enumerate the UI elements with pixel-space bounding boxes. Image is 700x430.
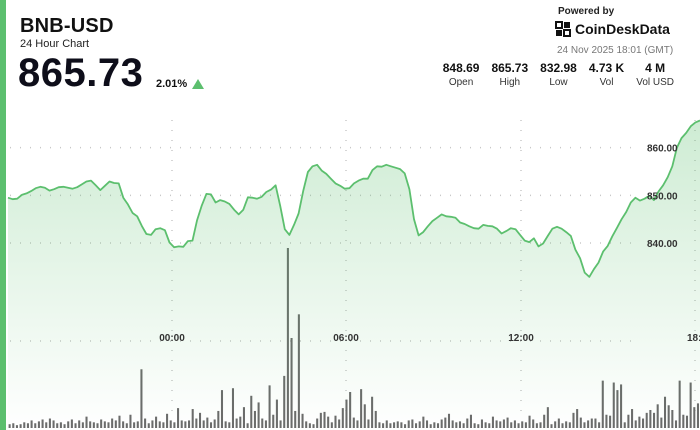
price-area-fill	[8, 120, 700, 430]
powered-by-label: Powered by	[558, 6, 615, 17]
chart-subtitle: 24 Hour Chart	[20, 38, 90, 50]
brand-name: CoinDeskData	[575, 21, 670, 37]
accent-bar	[0, 0, 6, 430]
stat-vol-label: Vol	[599, 77, 614, 88]
area-layer	[7, 119, 700, 430]
x-tick-label: 00:00	[159, 333, 185, 344]
x-tick-label: 06:00	[333, 333, 359, 344]
up-arrow-icon	[192, 79, 204, 89]
stats-row: 848.69 Open 865.73 High 832.98 Low 4.73 …	[437, 61, 680, 88]
stat-open: 848.69 Open	[437, 61, 486, 88]
stat-low: 832.98 Low	[534, 61, 583, 88]
coindesk-logo-icon	[555, 21, 571, 37]
x-tick-label: 12:00	[508, 333, 534, 344]
current-price: 865.73	[18, 51, 144, 95]
symbol-title: BNB-USD	[20, 15, 114, 37]
y-tick-label: 840.00	[647, 239, 678, 250]
brand-logo[interactable]: CoinDeskData	[555, 21, 670, 37]
stat-vol: 4.73 K Vol	[583, 61, 630, 88]
stat-high: 865.73 High	[485, 61, 534, 88]
y-tick-label: 850.00	[647, 191, 678, 202]
stat-vol-usd-value: 4 M	[645, 61, 666, 75]
stat-vol-usd: 4 M Vol USD	[630, 61, 680, 88]
label-layer: 860.00 850.00 840.00 00:00 06:00 12:00 18:	[159, 144, 700, 344]
stat-low-label: Low	[549, 77, 568, 88]
timestamp: 24 Nov 2025 18:01 (GMT)	[557, 45, 674, 56]
stat-high-value: 865.73	[491, 61, 529, 75]
stat-vol-value: 4.73 K	[588, 61, 625, 75]
stat-high-label: High	[499, 77, 521, 88]
price-change: 2.01%	[156, 78, 188, 90]
x-tick-label: 18:	[687, 333, 700, 344]
stat-low-value: 832.98	[540, 61, 577, 75]
stat-open-value: 848.69	[442, 61, 480, 75]
stat-vol-usd-label: Vol USD	[636, 77, 674, 88]
stat-open-label: Open	[448, 77, 474, 88]
y-tick-label: 860.00	[647, 144, 678, 155]
price-line	[7, 119, 700, 278]
